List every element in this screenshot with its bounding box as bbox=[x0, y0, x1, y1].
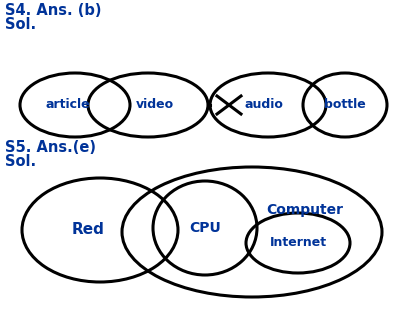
Text: video: video bbox=[136, 99, 174, 111]
Text: bottle: bottle bbox=[324, 99, 366, 111]
Text: CPU: CPU bbox=[189, 221, 221, 235]
Text: Internet: Internet bbox=[269, 236, 326, 250]
Text: article: article bbox=[46, 99, 90, 111]
Text: audio: audio bbox=[245, 99, 284, 111]
Text: Computer: Computer bbox=[266, 203, 343, 217]
Text: S4. Ans. (b): S4. Ans. (b) bbox=[5, 3, 102, 18]
Text: Sol.: Sol. bbox=[5, 154, 36, 169]
Text: S5. Ans.(e): S5. Ans.(e) bbox=[5, 140, 96, 155]
Text: Red: Red bbox=[72, 222, 104, 237]
Text: Sol.: Sol. bbox=[5, 17, 36, 32]
